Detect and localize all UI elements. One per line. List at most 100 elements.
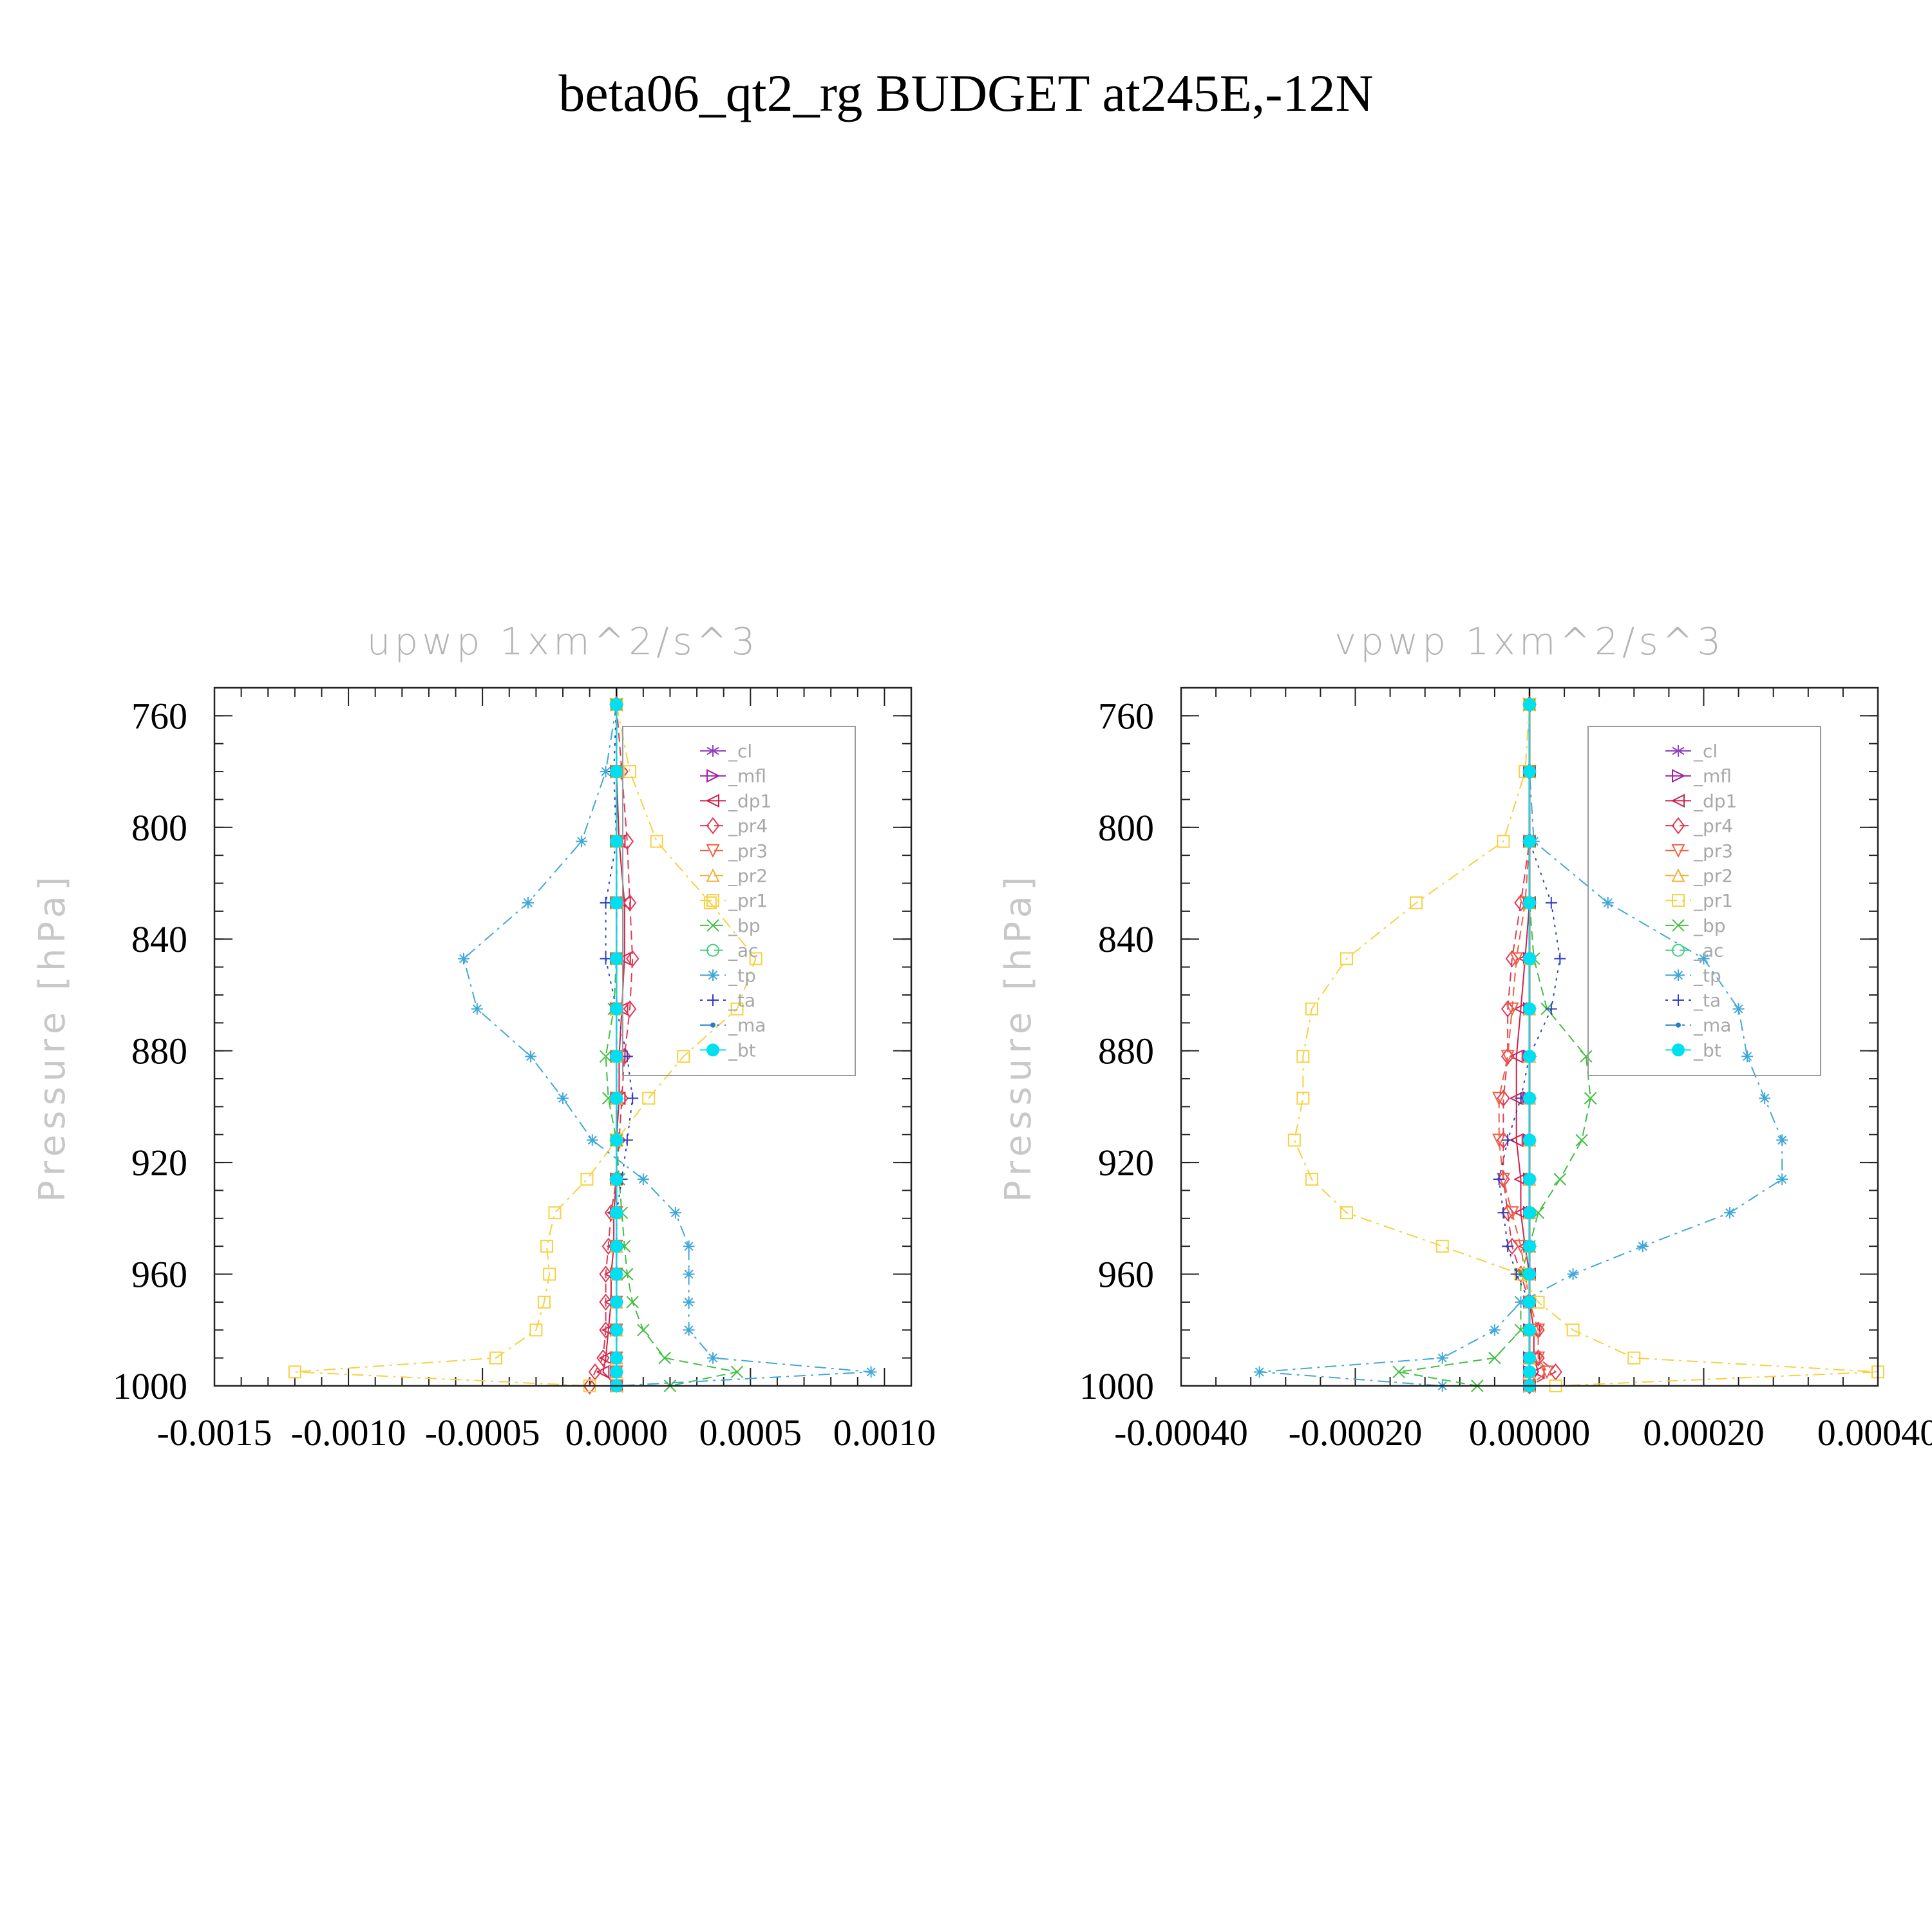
- data-point: [1305, 1002, 1318, 1016]
- legend-marker: [1671, 844, 1685, 858]
- data-point: [1567, 1268, 1579, 1280]
- data-point: [749, 952, 762, 965]
- data-point: [1584, 1092, 1597, 1105]
- x-tick-label: -0.0015: [157, 1412, 272, 1454]
- data-point: [540, 1240, 554, 1253]
- legend-label: _dp1: [728, 790, 772, 811]
- data-point: [1523, 1323, 1536, 1337]
- data-point: [1410, 896, 1423, 909]
- data-point: [1435, 1240, 1449, 1253]
- legend-marker: [1676, 1022, 1681, 1028]
- y-tick-label: 840: [1098, 918, 1154, 960]
- legend-label: _ta: [1693, 990, 1721, 1011]
- data-point: [610, 835, 623, 848]
- data-point: [627, 1092, 639, 1104]
- data-point: [1580, 1050, 1593, 1063]
- data-point: [1523, 952, 1536, 965]
- data-point: [642, 1092, 656, 1105]
- series-bt: [1523, 698, 1536, 1392]
- data-point: [1296, 1050, 1310, 1063]
- series-line: [1502, 705, 1557, 1387]
- data-point: [580, 1173, 594, 1186]
- legend-label: _ma: [728, 1015, 766, 1036]
- legend-label: _pr3: [728, 840, 768, 862]
- data-point: [1523, 765, 1536, 779]
- data-point: [1515, 1296, 1527, 1308]
- data-point: [610, 1206, 623, 1220]
- legend-marker: [1672, 919, 1685, 932]
- data-point: [610, 1173, 623, 1186]
- data-point: [683, 1296, 695, 1308]
- data-point: [1497, 1207, 1510, 1219]
- data-point: [1488, 1351, 1501, 1365]
- data-point: [471, 1003, 483, 1015]
- series-bt: [610, 698, 623, 1392]
- data-point: [1698, 952, 1710, 965]
- data-point: [600, 896, 612, 909]
- y-tick-label: 880: [1098, 1030, 1154, 1072]
- data-point: [610, 765, 623, 779]
- data-point: [610, 896, 623, 909]
- legend-label: _cl: [1693, 741, 1718, 762]
- data-point: [683, 1324, 695, 1336]
- data-point: [683, 1240, 695, 1253]
- data-point: [557, 1092, 569, 1104]
- y-tick-label: 1000: [1079, 1365, 1154, 1407]
- data-point: [1509, 1133, 1523, 1148]
- data-point: [1340, 1206, 1353, 1220]
- series-bp: [1392, 698, 1597, 1392]
- data-point: [610, 1295, 623, 1309]
- x-tick-label: 0.0000: [565, 1412, 668, 1454]
- data-point: [599, 1321, 612, 1339]
- legend-marker: [706, 943, 719, 957]
- legend-label: _bt: [1693, 1039, 1721, 1061]
- data-point: [1492, 1092, 1506, 1106]
- series-line: [1293, 704, 1879, 1387]
- legend-label: _tp: [1693, 965, 1721, 986]
- data-point: [1523, 1267, 1536, 1281]
- legend-marker: [1672, 969, 1684, 981]
- data-point: [610, 1240, 623, 1253]
- legend: _cl _mfl _dp1 _pr4 _pr3 _pr2 _pr1 _bp _ac _tp _ta _…: [622, 726, 856, 1076]
- x-tick-label: 0.00000: [1469, 1412, 1591, 1454]
- series-pr1: [288, 698, 762, 1392]
- legend-label: _dp1: [1693, 790, 1737, 811]
- legend-marker: [706, 1043, 719, 1057]
- legend-label: _pr3: [1693, 840, 1733, 862]
- data-point: [596, 1365, 610, 1379]
- x-tick-label: 0.0005: [699, 1412, 802, 1454]
- legend-marker: [1671, 793, 1685, 808]
- legend-label: _pr4: [728, 815, 768, 837]
- series-line: [462, 704, 871, 1387]
- data-point: [1545, 896, 1557, 909]
- y-tick-label: 1000: [113, 1365, 187, 1407]
- y-axis-label: Pressure [hPa]: [998, 871, 1039, 1202]
- data-point: [1436, 1352, 1448, 1364]
- legend-label: _ma: [1693, 1015, 1731, 1036]
- data-point: [1776, 1134, 1788, 1146]
- data-point: [1724, 1207, 1736, 1219]
- data-point: [626, 1296, 639, 1309]
- data-point: [610, 698, 623, 712]
- legend-marker: [705, 793, 719, 808]
- legend-marker: [1672, 943, 1685, 957]
- data-point: [623, 765, 637, 779]
- series-line: [294, 704, 757, 1387]
- series-line: [1498, 705, 1548, 1387]
- legend-label: _ta: [728, 990, 755, 1011]
- data-point: [1505, 950, 1519, 967]
- data-point: [610, 952, 623, 965]
- legend-label: _bp: [1693, 915, 1726, 936]
- data-point: [537, 1295, 551, 1309]
- data-point: [529, 1323, 543, 1337]
- x-tick-label: 0.00020: [1643, 1412, 1765, 1454]
- data-point: [599, 1265, 612, 1283]
- data-point: [623, 894, 637, 912]
- data-point: [1497, 835, 1510, 848]
- x-tick-label: -0.00040: [1114, 1412, 1248, 1454]
- series-pr3: [1492, 698, 1554, 1394]
- data-point: [610, 1133, 623, 1147]
- data-point: [610, 1002, 623, 1016]
- plot-frame: [1180, 687, 1879, 1387]
